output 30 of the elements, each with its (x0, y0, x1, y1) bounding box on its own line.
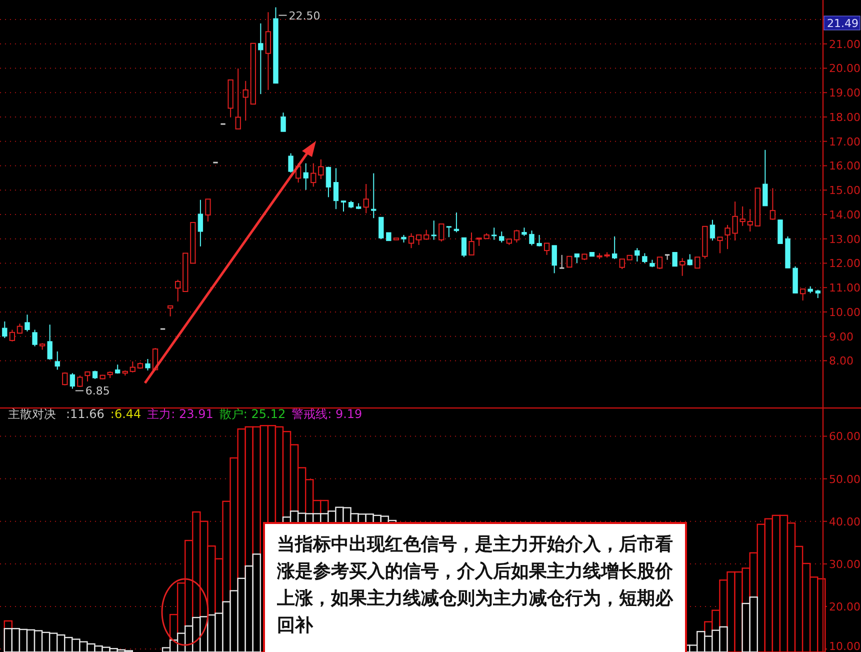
annotation: 主力: 23.91 (147, 407, 214, 421)
annotation: :6.44 (110, 407, 142, 421)
y-tick-label: 20.00 (829, 62, 860, 76)
y-tick-label: 17.00 (829, 135, 860, 148)
y-tick-label: 40.00 (829, 515, 860, 528)
y-tick-label: 20.00 (829, 600, 860, 614)
annotation: 散户: 25.12 (219, 407, 286, 421)
y-tick-label: 11.00 (829, 282, 860, 295)
annotation: 6.85 (85, 384, 110, 398)
chart-title: 主散对决 (8, 407, 56, 421)
y-tick-label: 30.00 (829, 558, 860, 571)
y-tick-label: 8.00 (829, 354, 854, 368)
annotation: 当指标中出现红色信号，是主力开始介入，后市看涨是参考买入的信号，介入后如果主力线增长股价上涨，如果主力线减仓则为主力减仓行为，短期必回补 (263, 522, 687, 652)
y-tick-label: 9.00 (829, 330, 854, 344)
y-tick-label: 15.00 (829, 184, 860, 198)
y-tick-label: 10.00 (829, 306, 860, 319)
annotation: :11.66 (66, 407, 104, 421)
y-tick-label: 21.00 (829, 38, 860, 51)
y-tick-label: 12.00 (829, 257, 860, 270)
y-tick-label: 50.00 (829, 472, 860, 486)
text: 21.49 (827, 17, 858, 30)
annotation: 警戒线: 9.19 (292, 407, 362, 421)
y-tick-label: 19.00 (829, 86, 860, 100)
y-tick-label: 14.00 (829, 208, 860, 222)
y-tick-label: 16.00 (829, 160, 860, 173)
y-tick-label: 60.00 (829, 430, 860, 444)
y-tick-label: 10.00 (829, 640, 860, 652)
y-tick-label: 13.00 (829, 232, 860, 246)
annotation: 22.50 (288, 9, 320, 22)
y-tick-label: 18.00 (829, 110, 860, 124)
